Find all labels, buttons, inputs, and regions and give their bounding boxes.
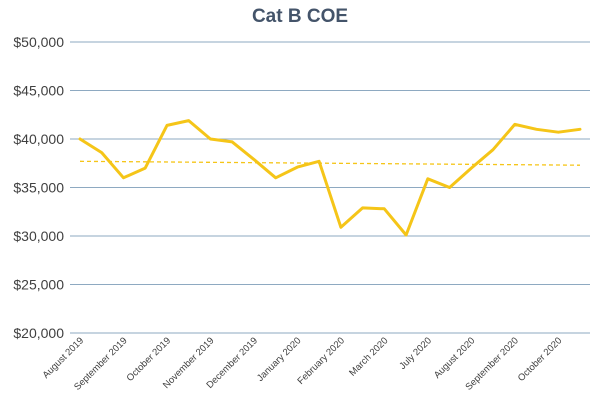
x-tick-label: July 2020 [397, 335, 434, 372]
data-point [165, 124, 168, 127]
data-point [579, 128, 582, 131]
y-tick-label: $20,000 [13, 325, 64, 341]
y-tick-label: $45,000 [13, 83, 64, 99]
trendline [79, 160, 581, 166]
data-point [318, 160, 321, 163]
data-point [383, 207, 386, 210]
data-point [361, 206, 364, 209]
x-tick-label: January 2020 [255, 335, 303, 383]
y-tick-label: $50,000 [13, 34, 64, 50]
trendline-layer [79, 160, 581, 166]
data-point [513, 123, 516, 126]
y-tick-label: $40,000 [13, 131, 64, 147]
data-point [231, 140, 234, 143]
x-tick-label: August 2019 [41, 335, 87, 381]
data-point [296, 166, 299, 169]
data-point [274, 176, 277, 179]
series-layer [78, 119, 582, 237]
x-tick-label: October 2019 [125, 335, 173, 383]
data-point [405, 234, 408, 237]
chart-title: Cat B COE [251, 6, 349, 27]
y-axis-ticks: $20,000 $25,000 $30,000 $35,000 $40,000 $45,0… [13, 34, 64, 341]
y-tick-label: $30,000 [13, 228, 64, 244]
data-point [492, 148, 495, 151]
data-point [79, 138, 82, 141]
data-point [448, 186, 451, 189]
x-tick-label: March 2020 [347, 335, 390, 378]
data-point [122, 176, 125, 179]
data-point [535, 128, 538, 131]
data-point [252, 158, 255, 161]
data-point [426, 177, 429, 180]
y-tick-label: $25,000 [13, 277, 64, 293]
gridlines [70, 41, 590, 334]
y-tick-label: $35,000 [13, 180, 64, 196]
data-point [339, 226, 342, 229]
x-tick-label: August 2020 [432, 335, 478, 381]
data-point [209, 138, 212, 141]
data-point [470, 167, 473, 170]
data-point [100, 151, 103, 154]
data-point [187, 119, 190, 122]
series-line [78, 119, 582, 237]
x-tick-label: October 2020 [516, 335, 564, 383]
data-point [144, 167, 147, 170]
data-point [557, 131, 560, 134]
